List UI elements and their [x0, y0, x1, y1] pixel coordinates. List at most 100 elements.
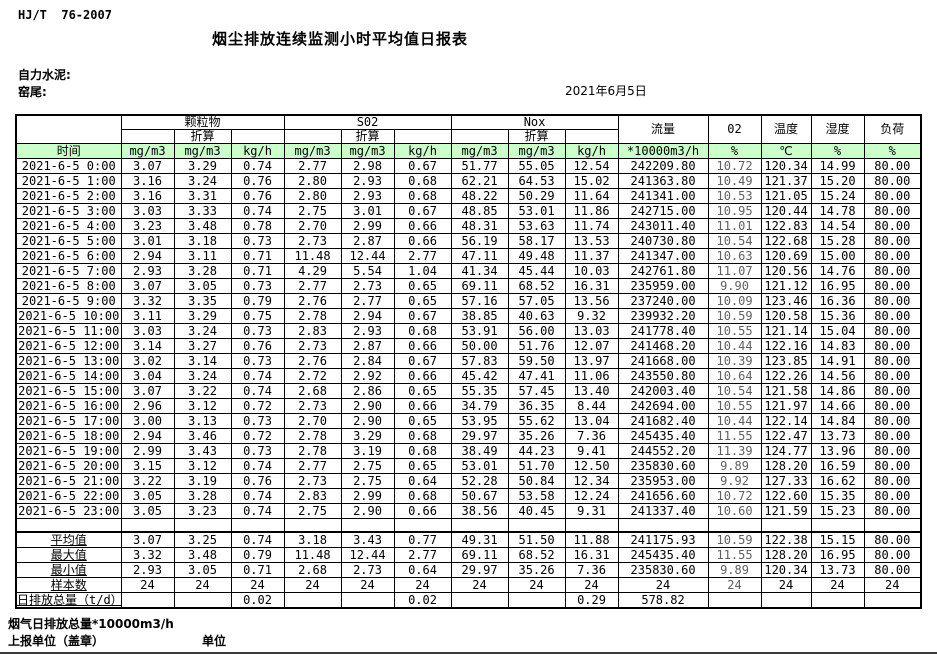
cell-value: 80.00 [863, 488, 922, 504]
table-body: 2021-6-5 0:00 3.07 3.29 0.74 2.77 2.98 0.67 51.… [15, 158, 922, 609]
cell-value: 14.99 [810, 158, 865, 174]
cell-time: 2021-6-5 1:00 [15, 173, 122, 189]
cell-value: 123.46 [760, 293, 812, 309]
cell-time: 2021-6-5 5:00 [15, 233, 122, 249]
cell-value: 15.28 [810, 233, 865, 249]
cell-value: 235830.60 [617, 562, 709, 578]
cell-value: 50.84 [507, 473, 566, 489]
cell-value: 0.64 [393, 562, 452, 578]
cell-value: 15.02 [564, 173, 619, 189]
cell-value: 0.71 [230, 248, 285, 264]
cell-value: 57.05 [507, 293, 566, 309]
cell-value: 24 [450, 577, 509, 593]
cell-value [340, 592, 395, 609]
cell-value: 16.31 [564, 278, 619, 294]
cell-value: 48.22 [450, 188, 509, 204]
cell-value: 240730.80 [617, 233, 709, 249]
cell-value: 239932.20 [617, 308, 709, 324]
cell-time: 2021-6-5 23:00 [15, 503, 122, 519]
table-row: 2021-6-5 23:00 3.05 3.23 0.74 2.75 2.90 0.66 38… [15, 503, 922, 519]
flow-header: 流量 [617, 114, 709, 144]
cell-value: 69.11 [450, 547, 509, 563]
cell-value: 15.35 [810, 488, 865, 504]
cell-value: 121.37 [760, 173, 812, 189]
cell-value: 0.66 [393, 233, 452, 249]
cell-value: 13.97 [564, 353, 619, 369]
cell-time: 2021-6-5 14:00 [15, 368, 122, 384]
cell-value: 55.35 [450, 383, 509, 399]
cell-value: 80.00 [863, 458, 922, 474]
total-row: 日排放总量（t/d） 0.02 0.02 0.29 578.82 [15, 592, 922, 609]
cell-value: 120.34 [760, 562, 812, 578]
cell-value: 0.66 [393, 368, 452, 384]
cell-value: 55.05 [507, 158, 566, 174]
cell-value: 3.28 [173, 488, 232, 504]
cell-value: 10.59 [707, 308, 762, 324]
table-row: 2021-6-5 0:00 3.07 3.29 0.74 2.77 2.98 0.67 51.… [15, 158, 922, 174]
table-row: 2021-6-5 22:00 3.05 3.28 0.74 2.83 2.99 0.68 50… [15, 488, 922, 504]
cell-value: 12.24 [564, 488, 619, 504]
cell-time: 2021-6-5 7:00 [15, 263, 122, 279]
table-row: 2021-6-5 1:00 3.16 3.24 0.76 2.80 2.93 0.68 62.… [15, 173, 922, 189]
cell-value: 0.68 [393, 443, 452, 459]
cell-value: 14.91 [810, 353, 865, 369]
cell-value: 241468.20 [617, 338, 709, 354]
cell-value: 2.93 [340, 173, 395, 189]
so2-group-header: S02 [283, 114, 452, 130]
cell-value: 2.80 [283, 188, 342, 204]
cell-value: 2.77 [393, 248, 452, 264]
nox-group-header: Nox [450, 114, 619, 130]
spacer-cell [393, 518, 452, 533]
cell-time: 2021-6-5 21:00 [15, 473, 122, 489]
cell-value: 3.12 [173, 398, 232, 414]
spacer-cell [707, 518, 762, 533]
cell-value [283, 592, 342, 609]
cell-value: 9.90 [707, 278, 762, 294]
cell-value: 0.71 [230, 562, 285, 578]
cell-value: 0.73 [230, 413, 285, 429]
cell-value: 15.36 [810, 308, 865, 324]
cell-value: 80.00 [863, 562, 922, 578]
cell-value: 2.99 [340, 218, 395, 234]
cell-value: 57.83 [450, 353, 509, 369]
cell-value: 52.28 [450, 473, 509, 489]
cell-value: 0.66 [393, 503, 452, 519]
cell-value: 2.73 [340, 278, 395, 294]
cell-value: 2.68 [283, 383, 342, 399]
cell-value: 3.07 [120, 278, 175, 294]
table-row: 2021-6-5 17:00 3.00 3.13 0.73 2.70 2.90 0.65 53… [15, 413, 922, 429]
cell-value: 0.68 [393, 428, 452, 444]
table-row: 2021-6-5 15:00 3.07 3.22 0.74 2.68 2.86 0.65 55… [15, 383, 922, 399]
cell-value: 51.76 [507, 338, 566, 354]
cell-value: 62.21 [450, 173, 509, 189]
cell-value: 57.16 [450, 293, 509, 309]
cell-value: 3.48 [173, 218, 232, 234]
cell-value: 2.73 [283, 473, 342, 489]
cell-value: 3.03 [120, 203, 175, 219]
header-units-row: 时间 mg/m3 mg/m3 kg/h mg/m3 mg/m3 kg/h mg/… [15, 143, 922, 159]
cell-value: 80.00 [863, 308, 922, 324]
cell-value: 80.00 [863, 413, 922, 429]
cell-value: 11.48 [283, 547, 342, 563]
cell-value: 50.67 [450, 488, 509, 504]
cell-value: 10.55 [707, 398, 762, 414]
cell-value: 2.75 [283, 203, 342, 219]
spacer-cell [564, 518, 619, 533]
cell-value: 1.04 [393, 263, 452, 279]
cell-value: 0.74 [230, 203, 285, 219]
cell-value [173, 592, 232, 609]
unit-cell: kg/h [230, 143, 285, 159]
cell-value: 123.85 [760, 353, 812, 369]
summary-row: 最小值 2.93 3.05 0.71 2.68 2.73 0.64 29.97 35.26 7.3… [15, 562, 922, 578]
cell-value: 24 [507, 577, 566, 593]
cell-value: 2.73 [283, 398, 342, 414]
cell-value: 0.68 [393, 188, 452, 204]
cell-value: 241656.60 [617, 488, 709, 504]
unit-cell: *10000m3/h [617, 143, 709, 159]
table-row: 2021-6-5 6:00 2.94 3.11 0.71 11.48 12.44 2.77 4… [15, 248, 922, 264]
cell-value: 10.49 [707, 173, 762, 189]
cell-value: 2.70 [283, 413, 342, 429]
cell-value: 235830.60 [617, 458, 709, 474]
cell-value: 36.35 [507, 398, 566, 414]
cell-value: 241347.00 [617, 248, 709, 264]
